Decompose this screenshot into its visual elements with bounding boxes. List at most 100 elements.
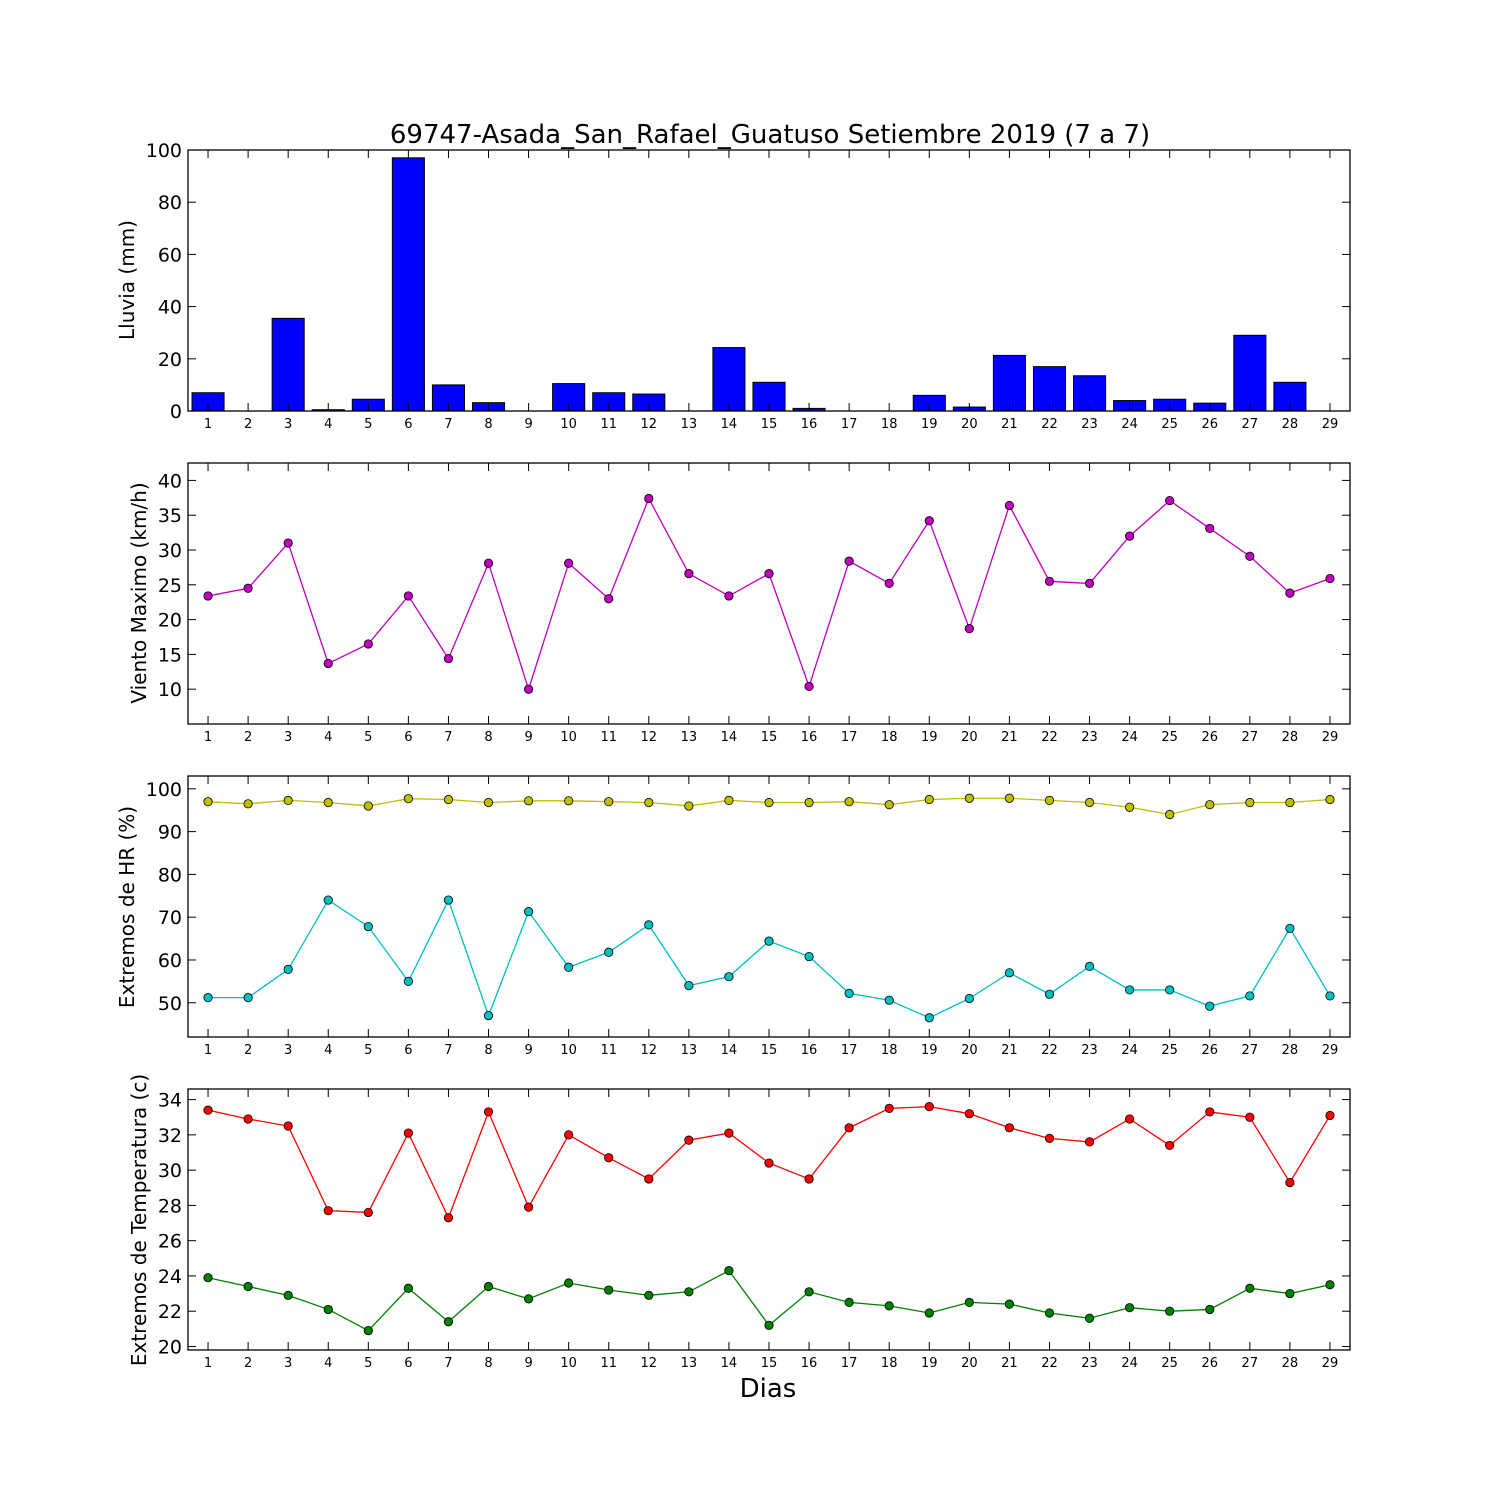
temperature-series-1-point — [1004, 1123, 1015, 1133]
humidity-series-2-point — [403, 976, 413, 986]
y-tick-label: 100 — [146, 140, 182, 162]
y-tick-label: 20 — [158, 349, 182, 371]
humidity-series-2-point — [804, 951, 814, 962]
temperature-series-1-point — [924, 1102, 934, 1112]
x-tick-label: 18 — [881, 1356, 898, 1371]
x-tick-label: 5 — [364, 730, 372, 745]
temperature-series-2-point — [1165, 1306, 1175, 1316]
x-tick-label: 7 — [444, 730, 452, 745]
temperature-series-2-point — [403, 1283, 413, 1293]
temperature-series-2-point — [1004, 1299, 1015, 1309]
humidity-series-1-point — [443, 794, 454, 805]
wind-ylabel: Viento Maximo (km/h) — [127, 482, 151, 703]
x-tick-label: 11 — [600, 1356, 617, 1371]
x-tick-label: 21 — [1001, 417, 1018, 432]
x-tick-label: 18 — [881, 1043, 898, 1058]
x-tick-label: 28 — [1282, 730, 1299, 745]
x-tick-label: 11 — [600, 1043, 617, 1058]
x-tick-label: 9 — [524, 1356, 532, 1371]
humidity-series-1-point — [323, 797, 333, 808]
x-tick-label: 28 — [1282, 417, 1299, 432]
temperature-series-1-point — [1165, 1140, 1175, 1151]
humidity-series-2-point — [363, 922, 373, 932]
y-tick-label: 40 — [158, 470, 182, 492]
humidity-series-1-point — [363, 801, 373, 811]
x-tick-label: 12 — [641, 730, 658, 745]
x-tick-label: 2 — [244, 417, 252, 432]
x-tick-label: 20 — [961, 1043, 978, 1058]
wind-series-1-point — [924, 516, 934, 526]
x-tick-label: 3 — [284, 417, 292, 432]
x-tick-label: 17 — [841, 417, 858, 432]
x-tick-label: 8 — [484, 730, 492, 745]
x-tick-label: 16 — [801, 730, 818, 745]
x-tick-label: 17 — [841, 1356, 858, 1371]
temperature-series-2-point — [884, 1301, 894, 1311]
x-tick-label: 13 — [681, 417, 698, 432]
y-tick-label: 100 — [146, 779, 182, 801]
wind-series-1-point — [1205, 523, 1215, 534]
y-tick-label: 60 — [158, 950, 182, 972]
x-tick-label: 26 — [1201, 1356, 1218, 1371]
x-tick-label: 29 — [1322, 1356, 1339, 1371]
wind-series-1-point — [1125, 531, 1135, 541]
y-tick-label: 32 — [158, 1125, 182, 1147]
humidity-series-1-point — [483, 797, 494, 808]
rain-bar — [271, 317, 305, 412]
temperature-series-1-point — [1084, 1137, 1095, 1147]
humidity-series-1-point — [884, 800, 894, 810]
x-tick-label: 15 — [761, 1043, 778, 1058]
wind-series-1-point — [1325, 573, 1335, 584]
x-tick-label: 1 — [204, 1043, 212, 1058]
x-tick-label: 4 — [324, 1043, 332, 1058]
x-tick-label: 19 — [921, 1043, 938, 1058]
x-tick-label: 6 — [404, 730, 412, 745]
x-tick-label: 6 — [404, 417, 412, 432]
y-tick-label: 15 — [158, 644, 182, 666]
x-tick-label: 2 — [244, 730, 252, 745]
temperature-series-2-point — [443, 1317, 454, 1327]
y-tick-label: 24 — [158, 1266, 182, 1288]
wind-series-1-point — [1044, 576, 1055, 586]
humidity-series-1-point — [1084, 797, 1095, 808]
wind-series-1-point — [243, 583, 253, 593]
humidity-series-1-point — [1205, 800, 1215, 810]
temperature-series-2-point — [964, 1297, 974, 1307]
y-tick-label: 34 — [158, 1090, 182, 1112]
y-tick-label: 0 — [170, 401, 182, 423]
humidity-series-2-point — [924, 1013, 934, 1023]
x-tick-label: 3 — [284, 730, 292, 745]
x-tick-label: 20 — [961, 417, 978, 432]
humidity-series-1-point — [1044, 795, 1055, 805]
x-tick-label: 16 — [801, 1043, 818, 1058]
temperature-series-1-point — [443, 1213, 454, 1223]
humidity-series-2-point — [724, 972, 734, 982]
wind-series-1-point — [1084, 578, 1095, 589]
temperature-series-1-point — [884, 1103, 894, 1114]
wind-series-1-point — [684, 569, 694, 579]
temperature-series-2-point — [523, 1294, 534, 1304]
temperature-series-1-point — [764, 1158, 774, 1168]
wind-series-1-point — [1004, 500, 1015, 511]
humidity-series-2-point — [483, 1011, 494, 1021]
x-tick-label: 3 — [284, 1356, 292, 1371]
wind-series-1-point — [523, 684, 534, 694]
temperature-series-1-point — [243, 1114, 253, 1124]
wind-series-1-point — [403, 591, 413, 601]
humidity-series-1-point — [804, 797, 814, 808]
wind-series-1-point — [724, 591, 734, 601]
humidity-series-2-point — [1325, 991, 1335, 1001]
humidity-series-2-point — [1165, 985, 1175, 995]
x-tick-label: 13 — [681, 1356, 698, 1371]
x-tick-label: 6 — [404, 1043, 412, 1058]
humidity-series-1-point — [764, 797, 774, 808]
humidity-series-1-point — [1125, 802, 1135, 812]
x-tick-label: 5 — [364, 1043, 372, 1058]
y-tick-label: 50 — [158, 993, 182, 1015]
humidity-series-1-point — [844, 797, 854, 807]
humidity-series-2-point — [1285, 923, 1295, 933]
rain-bar — [1233, 334, 1267, 412]
temperature-series-2-point — [283, 1290, 293, 1300]
